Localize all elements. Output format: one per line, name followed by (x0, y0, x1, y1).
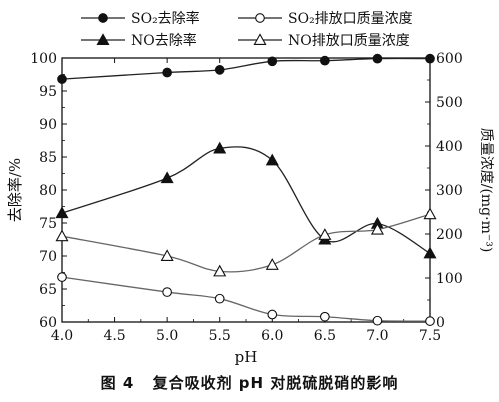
legend-marker (96, 33, 110, 46)
x-tick-label: 5.5 (209, 328, 231, 344)
data-point (425, 53, 435, 64)
data-point (162, 67, 172, 78)
data-point (214, 65, 225, 75)
data-point (213, 141, 227, 154)
data-point (267, 309, 278, 320)
y-right-tick-label: 0 (436, 315, 445, 331)
data-point (57, 272, 67, 282)
y-left-tick-label: 85 (39, 150, 57, 166)
chart-svg: 4.0 4.5 5.0 5.5 6.0 6.5 7.0 7.5 pH 60 65 70 75 80 85 90… (6, 10, 494, 366)
x-axis: 4.0 4.5 5.0 5.5 6.0 6.5 7.0 7.5 pH (51, 58, 441, 366)
x-tick-label: 5.0 (156, 328, 178, 344)
data-point (57, 74, 67, 84)
y-axis-left: 60 65 70 75 80 85 90 95 100 去除率/% (6, 51, 67, 331)
y-right-tick-label: 500 (436, 95, 463, 111)
data-point (425, 316, 435, 326)
y-right-tick-label: 600 (436, 51, 463, 67)
data-point (214, 293, 225, 304)
x-tick-label: 6.5 (314, 328, 336, 344)
data-point (372, 315, 383, 326)
y-left-axis-label: 去除率/% (6, 158, 24, 222)
legend-item: SO₂去除率 (81, 10, 200, 27)
data-point (370, 222, 384, 235)
x-tick-label: 7.0 (366, 328, 388, 344)
series-line (61, 276, 431, 322)
series-line (61, 146, 431, 254)
figure-title: 复合吸收剂 pH 对脱硫脱硝的影响 (152, 374, 399, 392)
data-point (423, 246, 437, 259)
series-4 (55, 207, 437, 277)
y-left-tick-label: 90 (39, 117, 57, 133)
legend-label: NO排放口质量浓度 (288, 33, 410, 49)
legend-item: NO去除率 (81, 32, 197, 49)
data-point (162, 287, 172, 297)
x-axis-label: pH (235, 348, 258, 366)
plot-frame (61, 57, 431, 323)
data-point (423, 207, 437, 220)
legend-marker (98, 13, 108, 23)
y-right-tick-label: 300 (436, 183, 463, 199)
legend-item: NO排放口质量浓度 (238, 33, 410, 49)
x-tick-label: 6.0 (261, 328, 283, 344)
data-point (320, 55, 330, 66)
x-tick-label: 4.0 (51, 328, 73, 344)
legend-marker (255, 13, 265, 23)
legend-marker (253, 33, 267, 46)
y-right-tick-label: 200 (436, 227, 463, 243)
y-left-tick-label: 75 (39, 216, 57, 232)
data-point (55, 206, 69, 219)
x-tick-label: 7.5 (419, 328, 441, 344)
x-tick-label: 4.5 (103, 328, 125, 344)
data-point (265, 258, 279, 270)
series-1 (57, 53, 435, 84)
data-point (160, 249, 174, 262)
series-3 (55, 141, 437, 259)
y-axis-right: 0 100 200 300 400 500 600 质量浓度/(mg·m⁻³) (425, 51, 494, 331)
legend-label: SO₂去除率 (131, 10, 200, 27)
data-point (55, 229, 69, 242)
y-right-tick-label: 100 (436, 271, 463, 287)
legend-label: SO₂排放口质量浓度 (288, 11, 413, 27)
legend-item: SO₂排放口质量浓度 (238, 11, 413, 27)
data-point (372, 53, 383, 64)
data-point (265, 153, 279, 166)
y-left-tick-label: 70 (39, 249, 57, 265)
data-point (267, 56, 278, 67)
y-left-tick-label: 65 (39, 282, 57, 298)
y-right-axis-label: 质量浓度/(mg·m⁻³) (478, 128, 494, 253)
data-point (213, 264, 227, 277)
y-left-tick-label: 100 (30, 51, 57, 67)
y-right-tick-label: 400 (436, 139, 463, 155)
data-point (160, 171, 174, 184)
y-left-tick-label: 80 (39, 183, 57, 199)
legend: SO₂去除率 SO₂排放口质量浓度 NO去除率 NO排放口质量浓度 (81, 10, 413, 49)
legend-label: NO去除率 (131, 32, 197, 49)
figure-caption: 图 4 复合吸收剂 pH 对脱硫脱硝的影响 (0, 372, 499, 393)
figure-number: 图 4 (100, 374, 135, 392)
y-left-tick-label: 95 (39, 84, 57, 100)
data-point (320, 311, 330, 322)
data-point (318, 228, 332, 240)
series-2 (57, 272, 435, 326)
y-left-tick-label: 60 (39, 315, 57, 331)
